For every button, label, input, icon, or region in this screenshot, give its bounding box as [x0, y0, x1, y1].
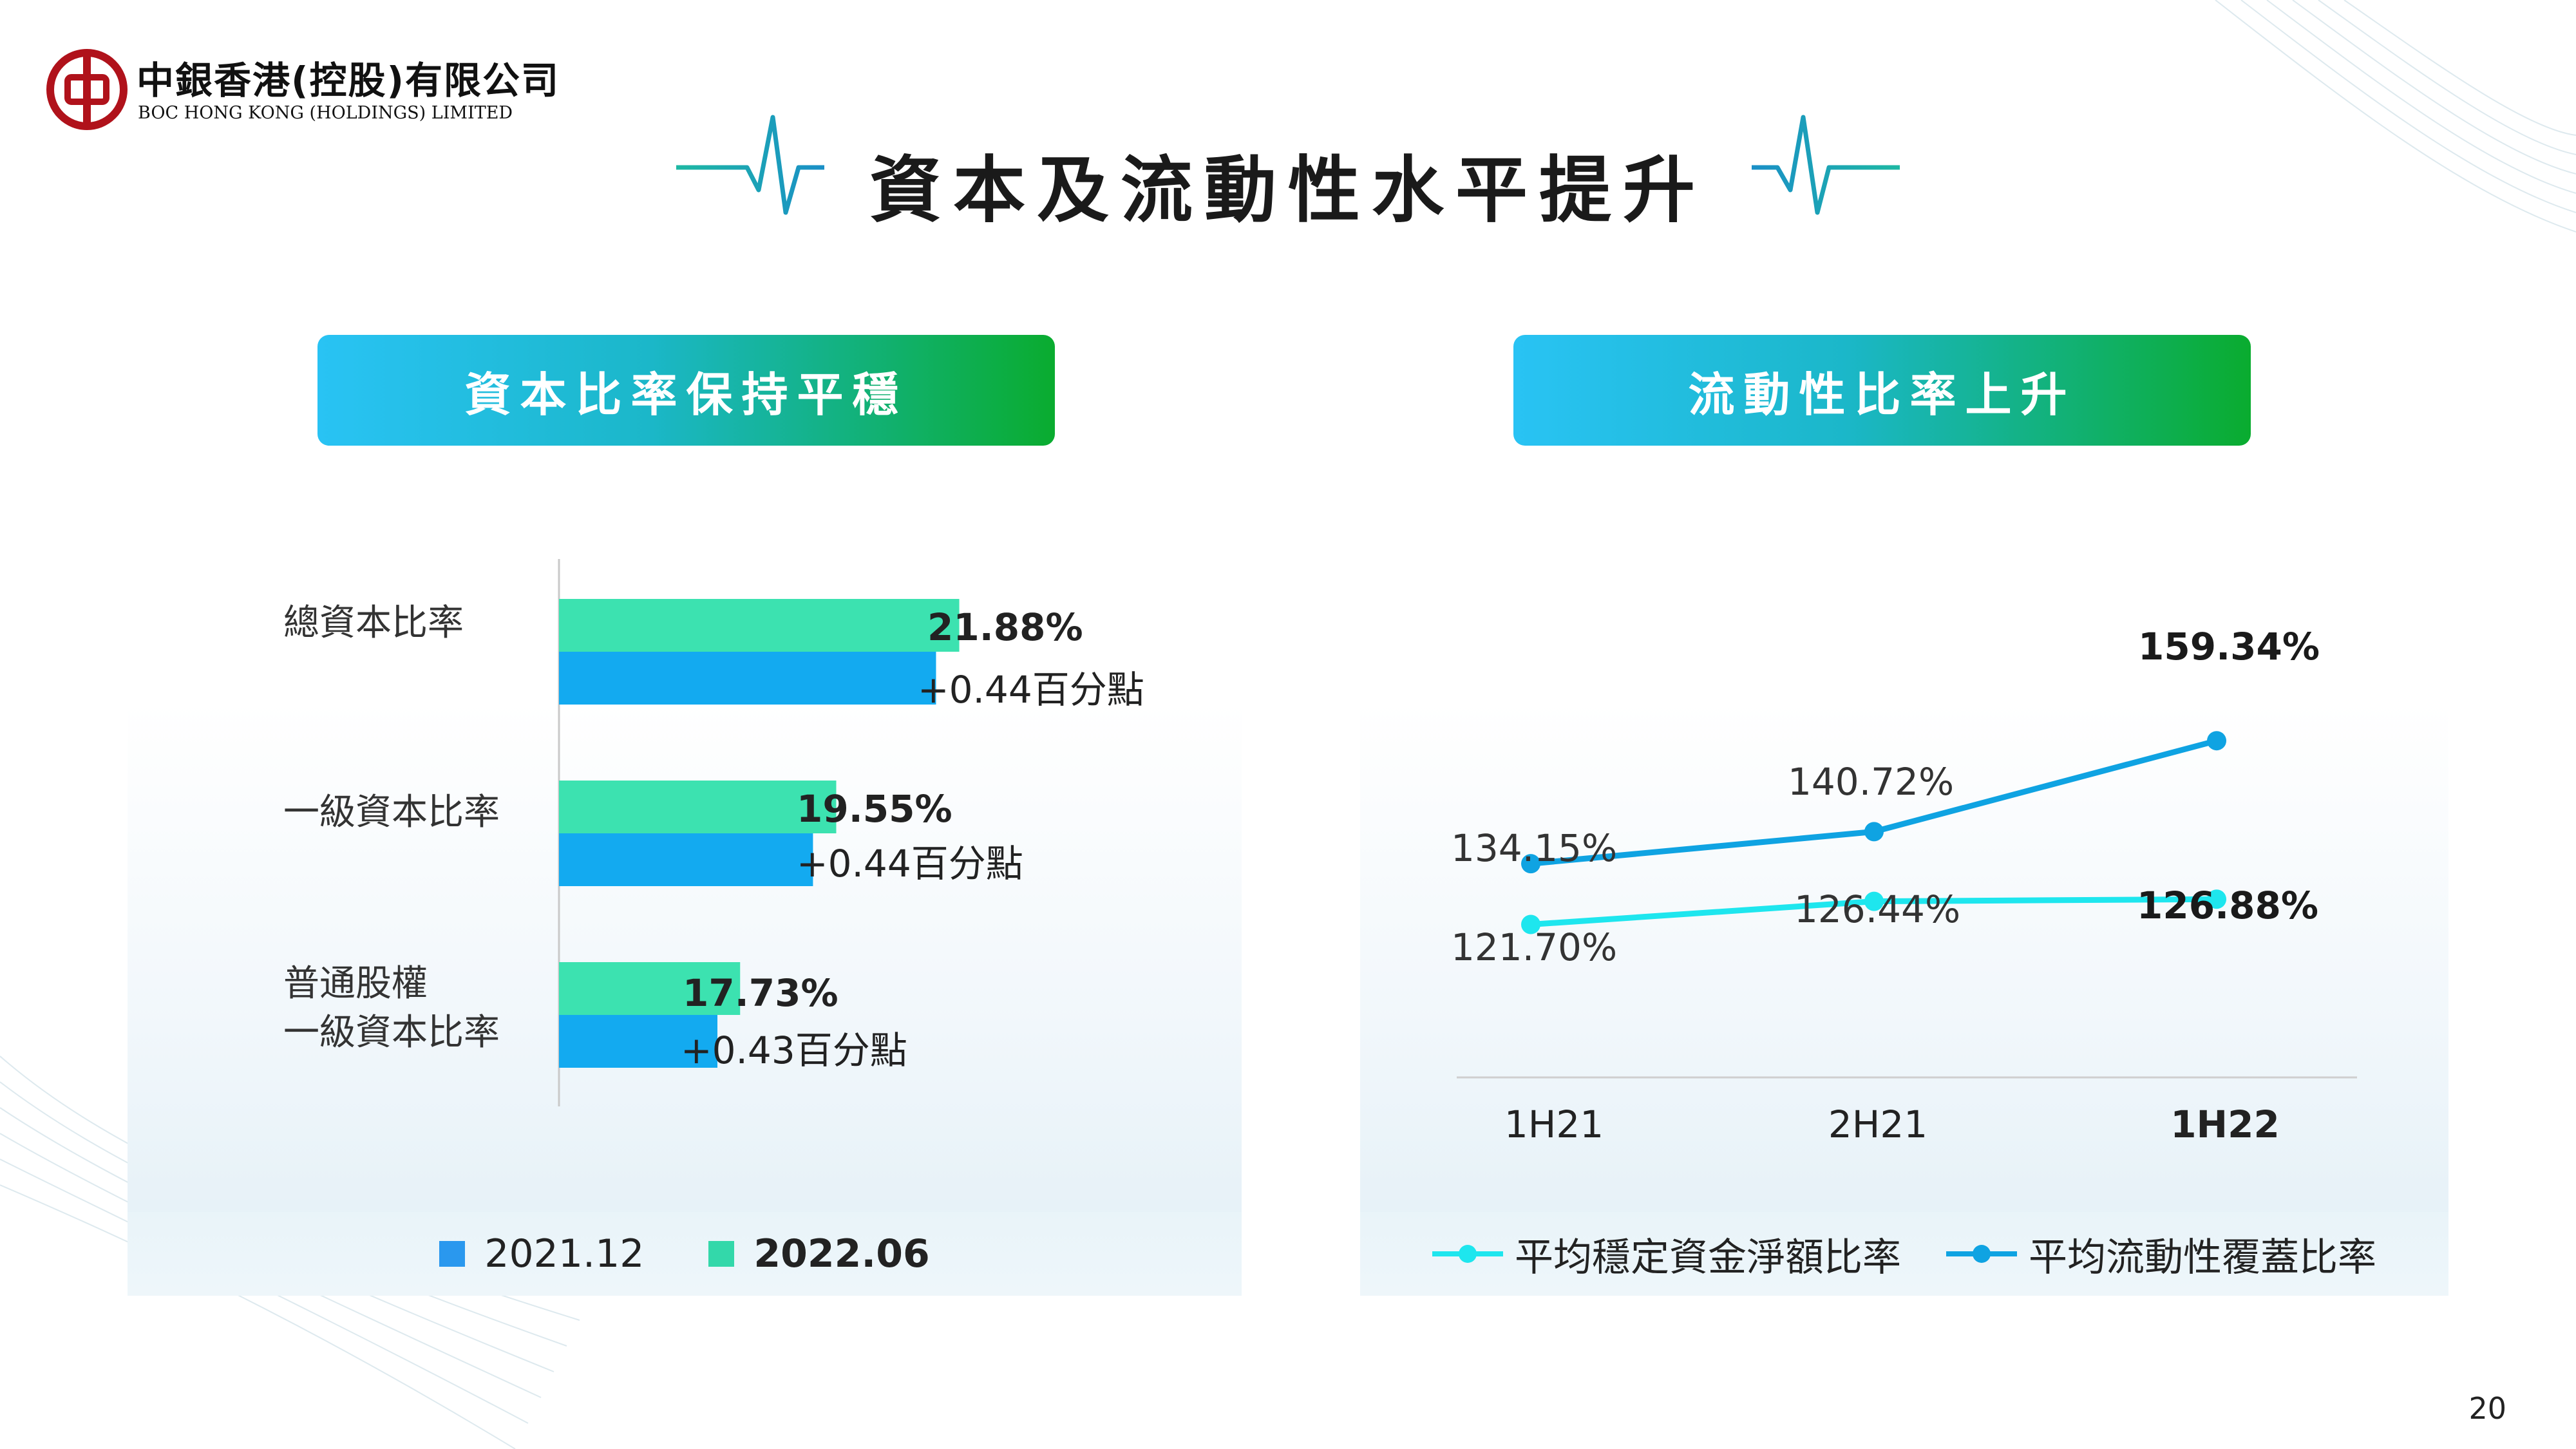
legend-label-2021: 2021.12	[484, 1231, 645, 1276]
line-point-1-0	[1521, 914, 1540, 934]
legend-label-2022: 2022.06	[753, 1231, 930, 1276]
liquidity-ratio-panel	[1360, 702, 2448, 1294]
x-tick-1h21: 1H21	[1504, 1103, 1604, 1146]
line-point-0-0	[1521, 854, 1540, 874]
legend-item-2021: 2021.12	[439, 1231, 644, 1276]
point-label-lcr-2h21: 140.72%	[1788, 760, 1955, 804]
line-point-0-2	[2207, 731, 2226, 751]
heartbeat-pulse-icon	[1752, 115, 1900, 215]
line-point-1-2	[2207, 889, 2226, 909]
liquidity-section-header: 流動性比率上升	[1513, 335, 2251, 446]
legend-line-nsfr-icon	[1432, 1245, 1503, 1263]
bar-change-total-capital: +0.44百分點	[918, 668, 1144, 712]
point-label-lcr-1h22: 159.34%	[2138, 625, 2320, 668]
bar-2022.06-2	[559, 962, 741, 1015]
legend-swatch-2022	[708, 1241, 735, 1267]
bar-2021.12-2	[559, 1015, 717, 1068]
bar-2022.06-0	[559, 599, 960, 652]
point-label-lcr-1h21: 134.15%	[1451, 826, 1618, 870]
bar-2022.06-1	[559, 781, 837, 833]
bar-change-tier1: +0.44百分點	[797, 842, 1023, 886]
legend-item-lcr: 平均流動性覆蓋比率	[1946, 1226, 2376, 1282]
bar-value-cet1: 17.73%	[683, 971, 838, 1015]
page-number: 20	[2468, 1391, 2506, 1426]
x-tick-2h21: 2H21	[1828, 1103, 1928, 1146]
point-label-nsfr-1h22: 126.88%	[2137, 884, 2318, 927]
point-label-nsfr-2h21: 126.44%	[1794, 887, 1961, 931]
legend-item-nsfr: 平均穩定資金淨額比率	[1432, 1226, 1901, 1282]
legend-label-lcr: 平均流動性覆蓋比率	[2029, 1235, 2376, 1280]
bar-change-cet1: +0.43百分點	[681, 1028, 907, 1072]
x-tick-1h22: 1H22	[2170, 1103, 2280, 1146]
category-label-tier1: 一級資本比率	[283, 791, 500, 833]
legend-label-nsfr: 平均穩定資金淨額比率	[1515, 1235, 1901, 1280]
liquidity-legend: 平均穩定資金淨額比率 平均流動性覆蓋比率	[1360, 1212, 2448, 1296]
legend-swatch-2021	[439, 1241, 466, 1267]
brand-name-en: BOC HONG KONG (HOLDINGS) LIMITED	[138, 103, 513, 123]
bar-value-tier1: 19.55%	[797, 787, 952, 831]
boc-logo-icon	[46, 49, 128, 130]
capital-section-header: 資本比率保持平穩	[317, 335, 1055, 446]
bar-2021.12-1	[559, 833, 813, 886]
capital-legend: 2021.12 2022.06	[128, 1212, 1242, 1296]
point-label-nsfr-1h21: 121.70%	[1451, 925, 1618, 969]
legend-item-2022: 2022.06	[708, 1231, 930, 1276]
page-title: 資本及流動性水平提升	[869, 149, 1707, 232]
brand-name-cn: 中銀香港(控股)有限公司	[137, 59, 560, 102]
legend-line-lcr-icon	[1946, 1245, 2017, 1263]
line-point-0-1	[1864, 822, 1884, 842]
heartbeat-pulse-icon	[676, 115, 824, 215]
category-label-total-capital: 總資本比率	[283, 602, 464, 644]
line-point-1-1	[1864, 891, 1884, 911]
bar-value-total-capital: 21.88%	[927, 605, 1083, 649]
category-label-cet1: 普通股權 一級資本比率	[283, 963, 500, 1054]
bar-2021.12-0	[559, 652, 936, 705]
